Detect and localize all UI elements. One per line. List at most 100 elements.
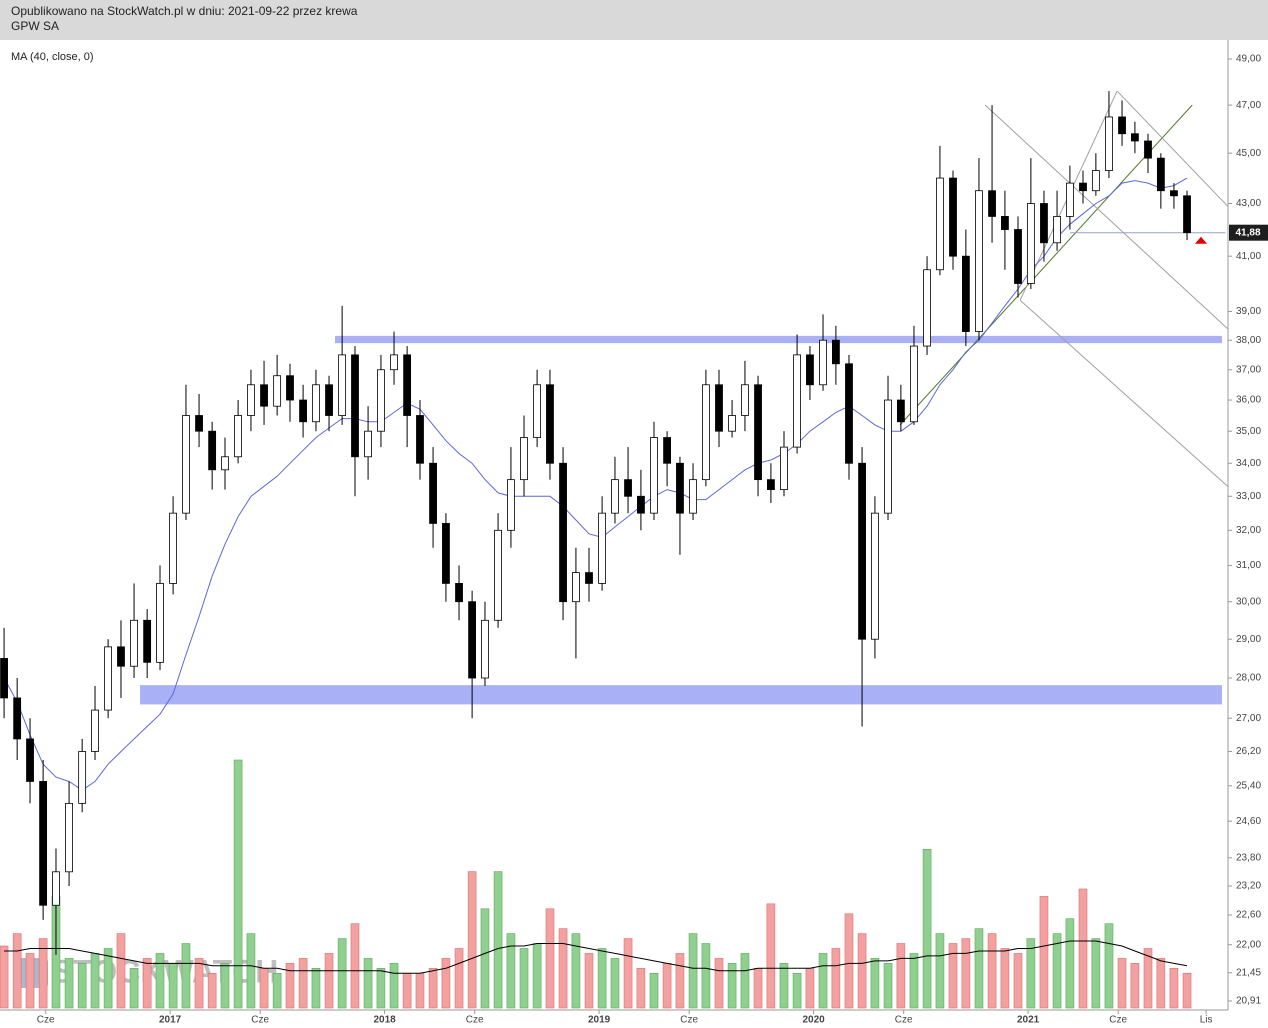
candle-body bbox=[429, 462, 437, 524]
volume-bar bbox=[181, 943, 191, 1009]
candle-body bbox=[442, 523, 450, 584]
y-tick-label: 20,91 bbox=[1236, 996, 1261, 1007]
volume-bar bbox=[623, 938, 633, 1009]
volume-bar bbox=[207, 972, 217, 1009]
candle-body bbox=[546, 384, 554, 464]
x-tick-label: Cze bbox=[466, 1015, 484, 1026]
x-tick-label: Cze bbox=[37, 1015, 55, 1026]
volume-bar bbox=[194, 958, 204, 1009]
candle-body bbox=[286, 375, 294, 401]
candle-body bbox=[39, 781, 48, 906]
candle-body bbox=[559, 462, 567, 603]
volume-bar bbox=[519, 948, 529, 1009]
volume-bar bbox=[883, 963, 893, 1009]
candle-body bbox=[896, 399, 905, 423]
volume-bar bbox=[545, 908, 555, 1009]
volume-bar bbox=[805, 968, 815, 1009]
volume-bar bbox=[506, 933, 516, 1009]
support-zone bbox=[335, 335, 1222, 344]
volume-bar bbox=[766, 903, 776, 1009]
candle-body bbox=[338, 354, 347, 416]
candle-body bbox=[377, 369, 385, 432]
y-tick-label: 34,00 bbox=[1236, 458, 1261, 469]
volume-bar bbox=[1169, 968, 1179, 1009]
header-title: Opublikowano na StockWatch.pl w dniu: 20… bbox=[11, 4, 358, 18]
volume-bar bbox=[246, 933, 256, 1009]
candle-body bbox=[871, 512, 879, 640]
volume-bar bbox=[168, 963, 178, 1009]
y-tick-label: 27,00 bbox=[1236, 713, 1261, 724]
x-tick-label: Cze bbox=[1109, 1015, 1127, 1026]
volume-bar bbox=[454, 948, 464, 1009]
volume-bar bbox=[350, 923, 360, 1009]
candle-body bbox=[598, 512, 606, 584]
y-tick-label: 22,60 bbox=[1236, 910, 1261, 921]
candle-body bbox=[1001, 216, 1009, 230]
volume-bar bbox=[272, 972, 282, 1009]
candle-body bbox=[208, 430, 217, 471]
candle-body bbox=[91, 709, 99, 752]
candle-body bbox=[676, 462, 684, 514]
volume-bar bbox=[1091, 938, 1101, 1009]
candle-body bbox=[1066, 182, 1074, 217]
candle-body bbox=[572, 572, 580, 603]
candle-body bbox=[325, 384, 333, 416]
volume-bar bbox=[701, 943, 711, 1009]
volume-bar bbox=[584, 953, 594, 1009]
volume-bar bbox=[844, 913, 854, 1009]
volume-bar bbox=[714, 958, 724, 1009]
volume-bar bbox=[1104, 923, 1114, 1009]
volume-bar bbox=[1156, 958, 1166, 1009]
volume-bar bbox=[311, 968, 321, 1009]
candle-body bbox=[975, 190, 983, 332]
y-tick-label: 39,00 bbox=[1236, 306, 1261, 317]
candle-body bbox=[819, 339, 827, 386]
x-tick-label: 2020 bbox=[802, 1015, 825, 1026]
volume-bar bbox=[1026, 938, 1036, 1009]
volume-bar bbox=[480, 908, 490, 1009]
candle-body bbox=[831, 339, 840, 365]
candle-body bbox=[1079, 182, 1087, 192]
candle-body bbox=[936, 177, 944, 271]
y-tick-label: 47,00 bbox=[1236, 100, 1261, 111]
candle-body bbox=[1053, 216, 1061, 244]
volume-bar bbox=[909, 953, 919, 1009]
y-tick-label: 38,00 bbox=[1236, 335, 1261, 346]
volume-bar bbox=[636, 968, 646, 1009]
candle-body bbox=[1131, 133, 1139, 142]
y-tick-label: 29,00 bbox=[1236, 634, 1261, 645]
volume-bar bbox=[688, 933, 698, 1009]
candle-body bbox=[585, 572, 593, 584]
candle-body bbox=[247, 384, 255, 416]
y-tick-label: 24,60 bbox=[1236, 816, 1261, 827]
header-ticker: GPW SA bbox=[11, 19, 59, 33]
y-tick-label: 43,00 bbox=[1236, 198, 1261, 209]
y-tick-label: 49,00 bbox=[1236, 54, 1261, 65]
y-tick-label: 28,00 bbox=[1236, 673, 1261, 684]
candle-body bbox=[507, 479, 515, 531]
trend-line bbox=[899, 104, 1193, 426]
candle-body bbox=[923, 269, 931, 347]
candle-body bbox=[1105, 116, 1113, 171]
volume-bar bbox=[1117, 958, 1127, 1009]
volume-bar bbox=[428, 968, 438, 1009]
volume-bar bbox=[259, 968, 269, 1009]
candle-body bbox=[0, 658, 8, 699]
volume-bar bbox=[64, 958, 74, 1009]
x-tick-label: Lis bbox=[1200, 1015, 1213, 1026]
volume-bar bbox=[220, 963, 230, 1009]
volume-bar bbox=[1052, 933, 1062, 1009]
x-tick-label: 2017 bbox=[159, 1015, 182, 1026]
volume-bar bbox=[77, 963, 87, 1009]
x-tick-label: 2018 bbox=[373, 1015, 396, 1026]
y-tick-label: 41,00 bbox=[1236, 251, 1261, 262]
candle-body bbox=[481, 619, 489, 679]
candle-body bbox=[858, 462, 866, 640]
candle-body bbox=[1091, 170, 1100, 192]
volume-bar bbox=[818, 953, 828, 1009]
candle-body bbox=[390, 354, 398, 371]
x-tick-label: 2021 bbox=[1017, 1015, 1040, 1026]
candle-body bbox=[403, 354, 412, 416]
y-tick-label: 21,45 bbox=[1236, 967, 1261, 978]
volume-bar bbox=[103, 948, 113, 1009]
